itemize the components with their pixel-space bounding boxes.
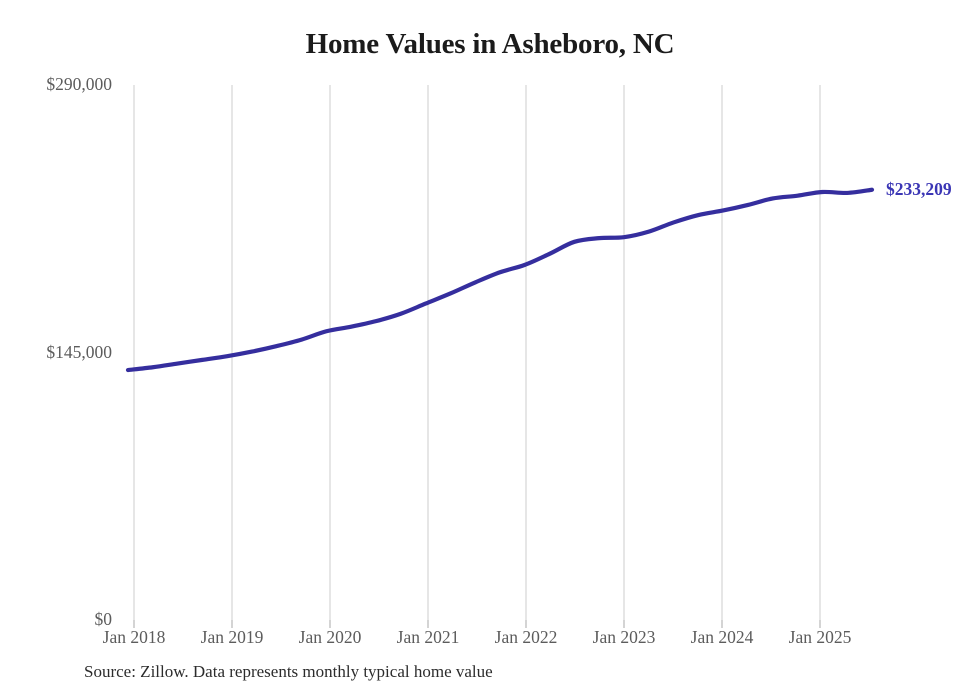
end-value-label: $233,209: [886, 178, 952, 199]
x-axis-ticks: [133, 620, 821, 628]
x-tick-label-1: Jan 2019: [200, 627, 264, 647]
x-tick-label-0: Jan 2018: [102, 627, 166, 647]
vertical-gridlines: [133, 85, 821, 620]
y-tick-label-1: $145,000: [46, 341, 112, 362]
x-tick-label-3: Jan 2021: [396, 627, 460, 647]
chart-title: Home Values in Asheboro, NC: [305, 28, 675, 60]
x-tick-label-4: Jan 2022: [494, 627, 558, 647]
x-tick-label-2: Jan 2020: [298, 627, 362, 647]
home-value-line-series: [125, 187, 875, 373]
x-tick-label-7: Jan 2025: [788, 627, 852, 647]
x-tick-label-6: Jan 2024: [690, 627, 754, 647]
y-tick-label-2: $290,000: [46, 74, 112, 94]
x-tick-label-5: Jan 2023: [592, 627, 656, 647]
source-note: Source: Zillow. Data represents monthly …: [84, 662, 493, 681]
y-tick-label-0: $0: [94, 609, 113, 629]
